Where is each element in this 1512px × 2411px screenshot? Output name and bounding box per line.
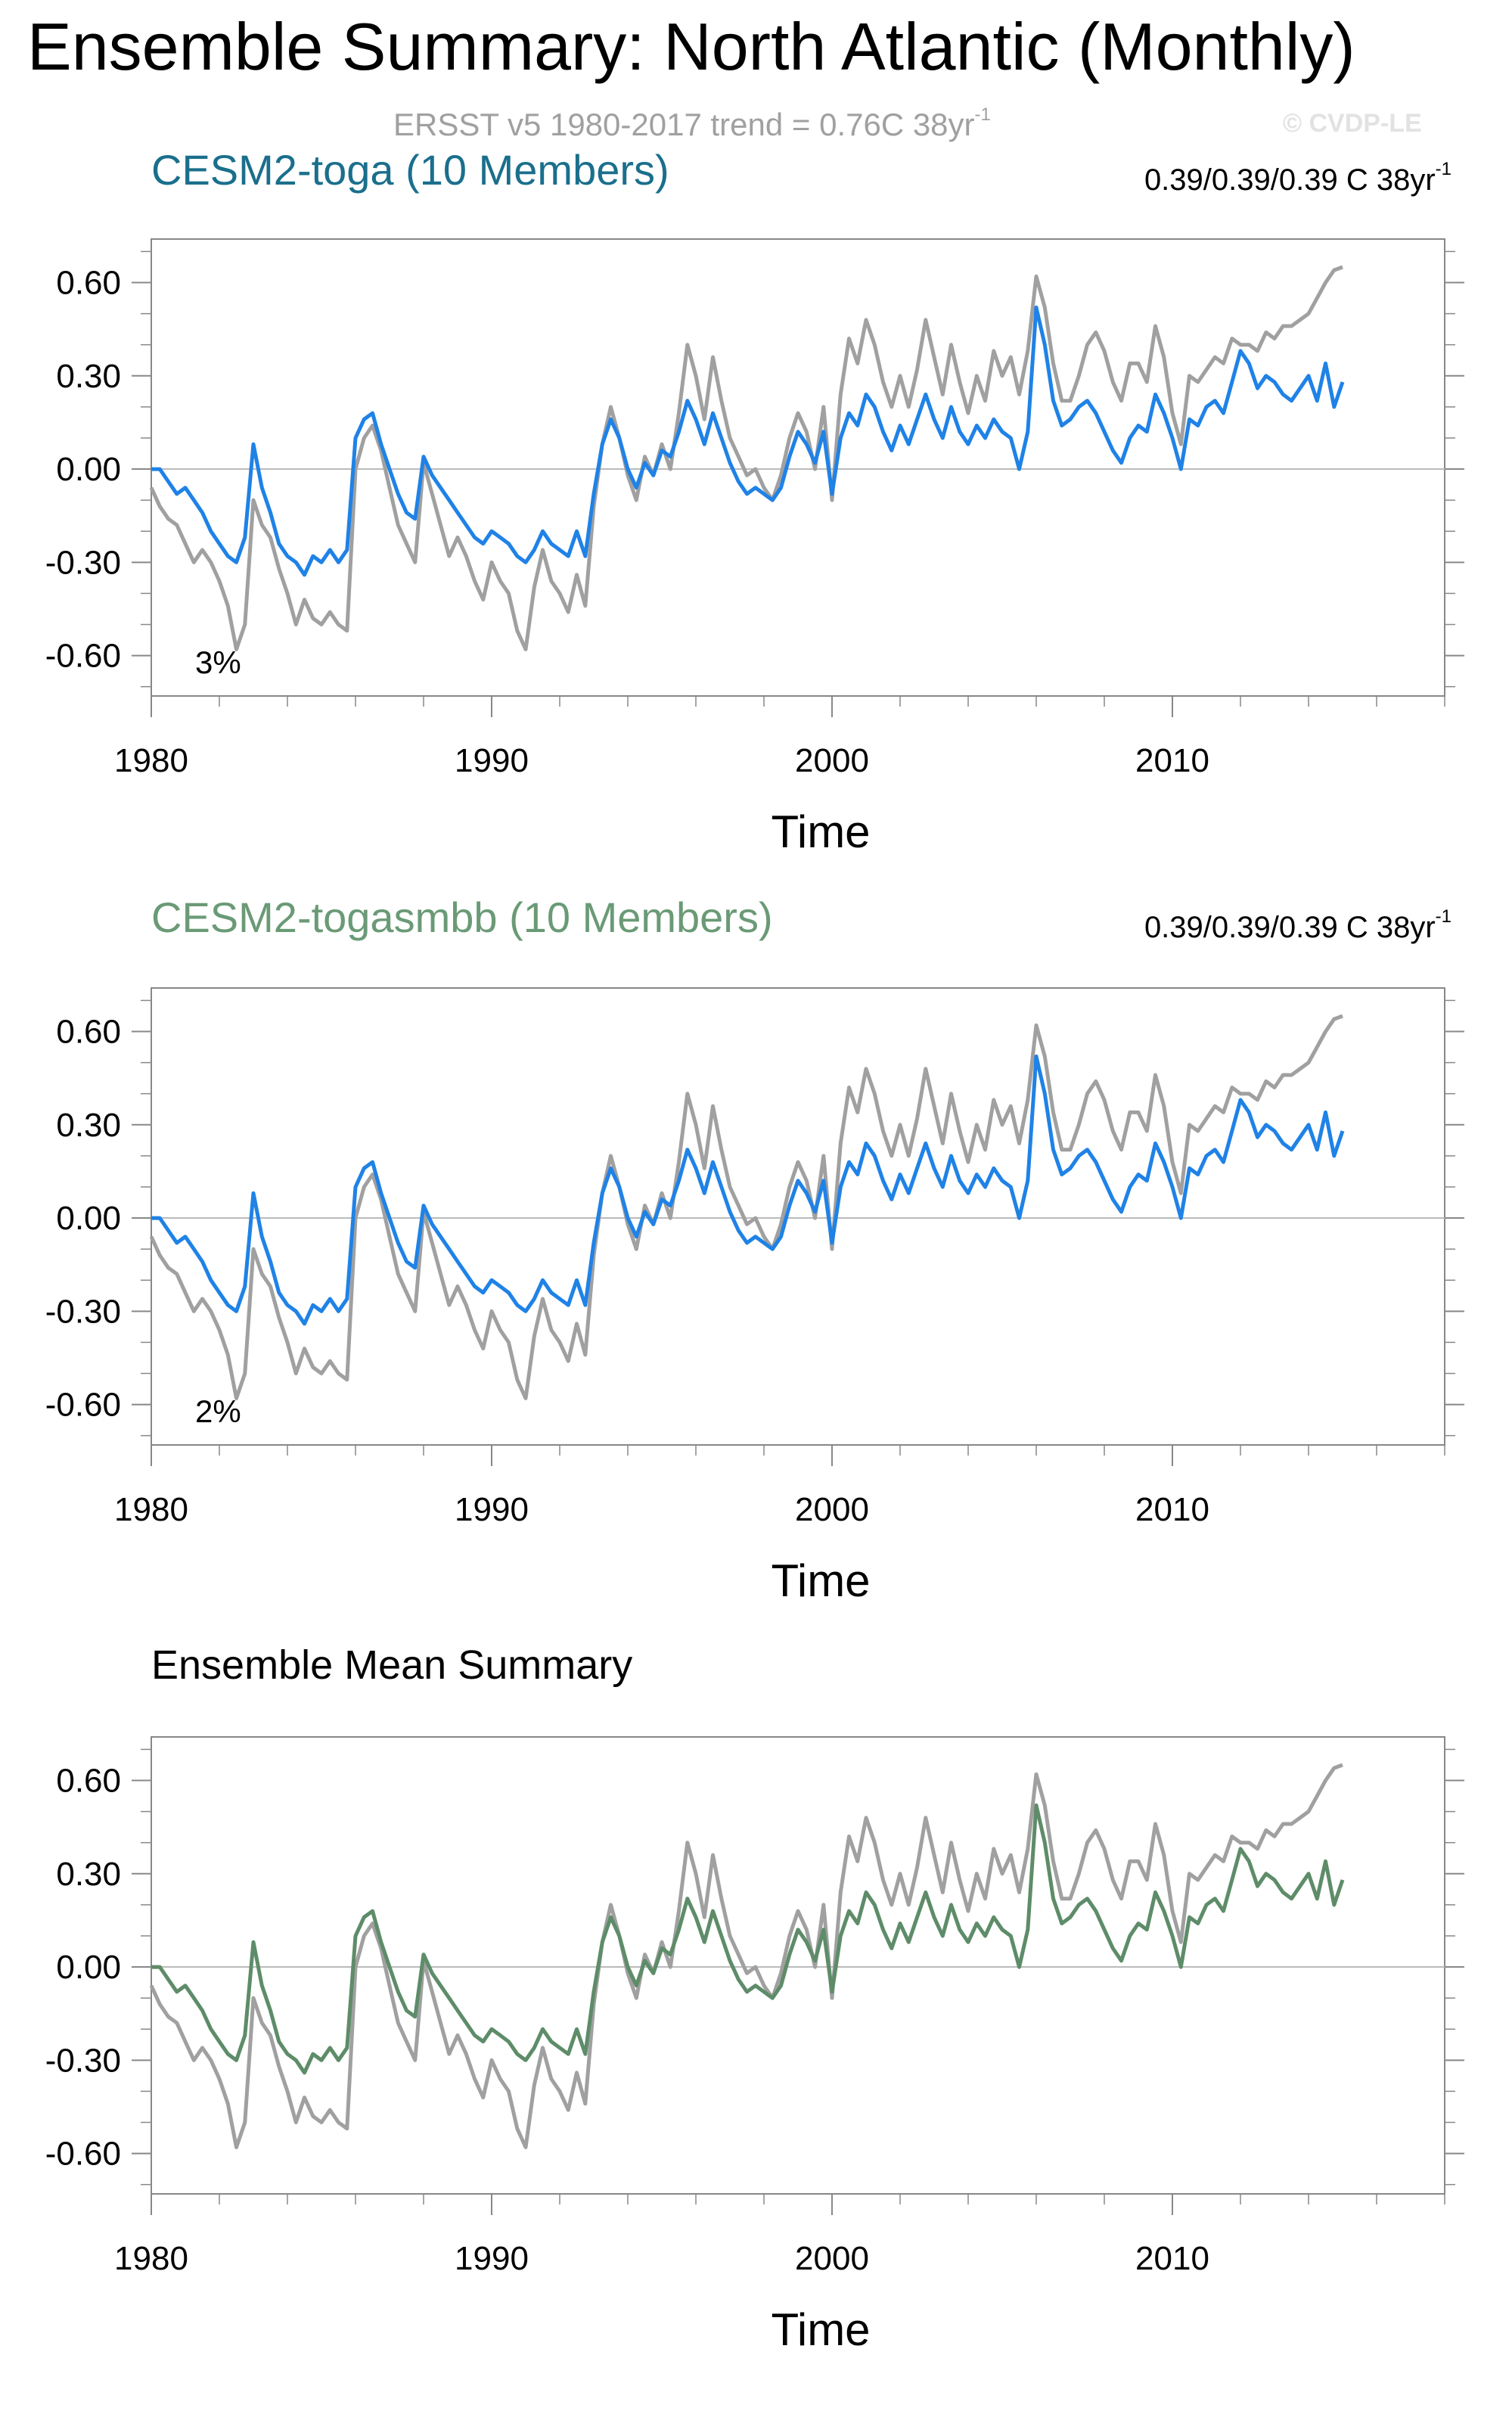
y-tick-label: -0.30 (45, 1293, 121, 1330)
series-line-ensemble (151, 1054, 1345, 1326)
y-tick-label: -0.30 (45, 544, 121, 581)
x-tick-label: 1980 (114, 1491, 188, 1528)
series-line-ensemble (151, 1803, 1345, 2075)
x-tick-label: 2010 (1135, 2240, 1209, 2277)
x-tick-label: 2000 (795, 1491, 869, 1528)
trend-label-togasmbb-text: 0.39/0.39/0.39 C 38yr (1144, 911, 1436, 944)
panel-annotation: 3% (195, 645, 241, 680)
y-tick-label: -0.60 (45, 2136, 121, 2173)
y-tick-label: 0.00 (56, 1200, 121, 1237)
y-tick-label: -0.30 (45, 2042, 121, 2079)
subtitle-text: ERSST v5 1980-2017 trend = 0.76C 38yr (393, 107, 975, 142)
x-tick-label: 1980 (114, 2240, 188, 2277)
y-tick-label: 0.60 (56, 1763, 121, 1800)
cvdp-watermark: © CVDP-LE (1283, 109, 1422, 138)
y-tick-label: 0.30 (56, 1856, 121, 1893)
panel-annotation: 2% (195, 1393, 241, 1429)
x-tick-label: 2000 (795, 742, 869, 779)
series-line-observations (149, 1763, 1343, 2149)
x-tick-label: 1990 (455, 2240, 529, 2277)
series-line-observations (149, 1014, 1343, 1400)
series-line-observations (149, 265, 1343, 651)
y-tick-label: 0.60 (56, 1014, 121, 1051)
trend-label-toga: 0.39/0.39/0.39 C 38yr-1 (1144, 159, 1451, 197)
x-tick-label: 2010 (1135, 1491, 1209, 1528)
x-tick-label: 1990 (455, 1491, 529, 1528)
panel-title-ensemble-mean: Ensemble Mean Summary (151, 1642, 633, 1688)
x-axis-label: Time (771, 2304, 870, 2355)
plot-ensemble-mean: 0.60 0.30 0.00 -0.30 -0.60 1980 1990 2000 2010 Ti… (45, 1736, 1464, 2355)
y-tick-label: -0.60 (45, 638, 121, 675)
y-tick-label: 0.00 (56, 451, 121, 488)
y-tick-label: 0.30 (56, 358, 121, 395)
trend-label-togasmbb: 0.39/0.39/0.39 C 38yr-1 (1144, 906, 1451, 945)
x-axis-label: Time (771, 806, 870, 857)
plot-toga: 0.60 0.30 0.00 -0.30 -0.60 1980 1990 2000 2010 Ti… (45, 238, 1464, 857)
plot-togasmbb: 0.60 0.30 0.00 -0.30 -0.60 1980 1990 2000 2010 Ti… (45, 987, 1464, 1606)
subtitle-superscript: -1 (974, 104, 991, 125)
x-tick-label: 1980 (114, 742, 188, 779)
y-tick-label: 0.60 (56, 265, 121, 302)
x-axis-label: Time (771, 1555, 870, 1606)
figure-title: Ensemble Summary: North Atlantic (Monthl… (27, 9, 1355, 84)
panel-title-togasmbb: CESM2-togasmbb (10 Members) (151, 893, 773, 941)
series-line-ensemble (151, 305, 1345, 577)
y-tick-label: -0.60 (45, 1387, 121, 1424)
trend-label-toga-superscript: -1 (1435, 159, 1451, 179)
y-tick-label: 0.00 (56, 1949, 121, 1986)
x-tick-label: 2010 (1135, 742, 1209, 779)
observation-trend-subtitle: ERSST v5 1980-2017 trend = 0.76C 38yr-1 (393, 104, 991, 143)
y-tick-label: 0.30 (56, 1107, 121, 1144)
panel-title-toga: CESM2-toga (10 Members) (151, 146, 669, 194)
trend-label-togasmbb-superscript: -1 (1435, 906, 1451, 927)
x-tick-label: 2000 (795, 2240, 869, 2277)
trend-label-toga-text: 0.39/0.39/0.39 C 38yr (1144, 163, 1436, 197)
x-tick-label: 1990 (455, 742, 529, 779)
